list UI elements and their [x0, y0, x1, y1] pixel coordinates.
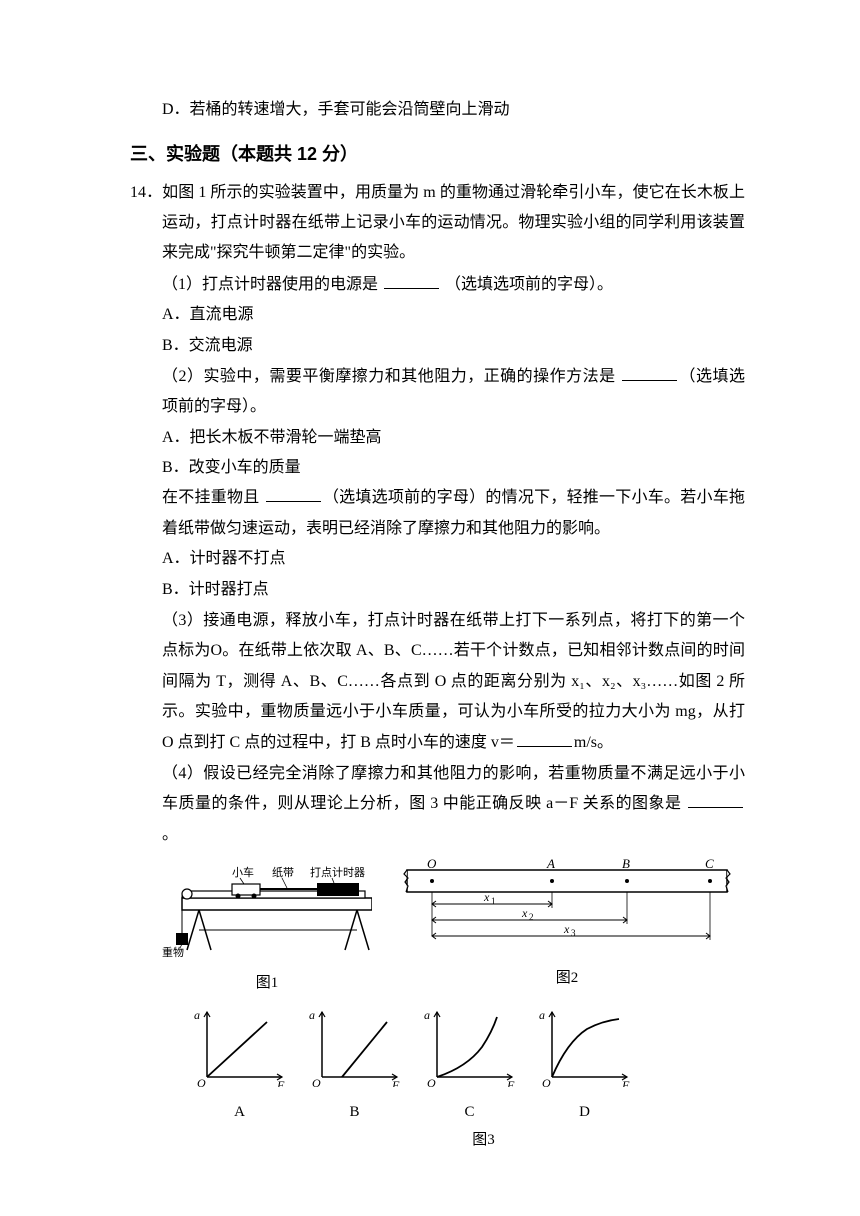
q14-p2-cont: 在不挂重物且 （选填选项前的字母）的情况下，轻推一下小车。若小车拖着纸带做匀速运…: [162, 483, 745, 544]
svg-text:纸带: 纸带: [272, 866, 294, 879]
fig2-label: 图2: [402, 964, 732, 993]
graph-b-label: B: [307, 1098, 402, 1127]
q14-p1-optb: B．交流电源: [162, 331, 745, 361]
section-3-header: 三、实验题（本题共 12 分）: [130, 137, 745, 171]
q13-option-d: D．若桶的转速增大，手套可能会沿筒壁向上滑动: [130, 95, 745, 125]
q14-p1-opta: A．直流电源: [162, 300, 745, 330]
fig1-label: 图1: [162, 969, 372, 998]
graph-a: O F a A: [192, 1007, 287, 1126]
q14-p2-opta2: A．计时器不打点: [162, 544, 745, 574]
svg-text:B: B: [622, 858, 630, 871]
figure-3-row: O F a A O F a B: [162, 1007, 745, 1126]
blank-3: [266, 486, 321, 502]
q14-p2-optb2: B．计时器打点: [162, 575, 745, 605]
figure-1: 小车 纸带 打点计时器 重物 图1: [162, 858, 372, 997]
q14-p4: （4）假设已经完全消除了摩擦力和其他阻力的影响，若重物质量不满足远小于小车质量的…: [162, 759, 745, 850]
graph-d-label: D: [537, 1098, 632, 1127]
svg-text:F: F: [276, 1078, 285, 1087]
svg-text:2: 2: [529, 912, 534, 922]
graph-d: O F a D: [537, 1007, 632, 1126]
blank-1: [384, 273, 439, 289]
q14-p1-a: （1）打点计时器使用的电源是: [162, 276, 382, 293]
q14-p2-a: （2）实验中，需要平衡摩擦力和其他阻力，正确的操作方法是: [162, 368, 620, 385]
svg-text:x: x: [521, 906, 528, 920]
q14-stem-text: 如图 1 所示的实验装置中，用质量为 m 的重物通过滑轮牵引小车，使它在长木板上…: [162, 184, 745, 262]
svg-text:打点计时器: 打点计时器: [310, 865, 365, 879]
q14-p1: （1）打点计时器使用的电源是 （选填选项前的字母）。: [162, 270, 745, 300]
blank-5: [688, 792, 743, 808]
svg-text:F: F: [621, 1078, 630, 1087]
svg-text:O: O: [197, 1076, 206, 1087]
figure-2: O A B C x 1 x 2: [402, 858, 732, 992]
svg-text:A: A: [546, 858, 555, 871]
q14-p4-b: 。: [162, 826, 178, 843]
graph-c-label: C: [422, 1098, 517, 1127]
q14-p3-a: （3）接通电源，释放小车，打点计时器在纸带上打下一系列点，将打下的第一个点标为O…: [162, 612, 745, 751]
svg-text:a: a: [539, 1008, 545, 1022]
svg-text:F: F: [391, 1078, 400, 1087]
svg-text:3: 3: [571, 928, 576, 938]
q14-p2-opta: A．把长木板不带滑轮一端垫高: [162, 423, 745, 453]
q14-p2-optb: B．改变小车的质量: [162, 453, 745, 483]
svg-text:小车: 小车: [232, 865, 254, 879]
svg-text:C: C: [705, 858, 714, 871]
blank-2: [622, 365, 677, 381]
svg-text:x: x: [563, 922, 570, 936]
q14-p4-a: （4）假设已经完全消除了摩擦力和其他阻力的影响，若重物质量不满足远小于小车质量的…: [162, 765, 745, 812]
svg-text:a: a: [309, 1008, 315, 1022]
q14-num: 14．: [130, 184, 162, 201]
svg-text:a: a: [194, 1008, 200, 1022]
q14-stem: 14．如图 1 所示的实验装置中，用质量为 m 的重物通过滑轮牵引小车，使它在长…: [130, 178, 745, 269]
figures-row-1-2: 小车 纸带 打点计时器 重物 图1 O A: [162, 858, 745, 997]
svg-text:F: F: [506, 1078, 515, 1087]
q14-p1-b: （选填选项前的字母）。: [441, 276, 613, 293]
blank-4: [517, 731, 572, 747]
graph-a-label: A: [192, 1098, 287, 1127]
q14-p2-c: 在不挂重物且: [162, 489, 264, 506]
svg-text:O: O: [312, 1076, 321, 1087]
svg-text:O: O: [542, 1076, 551, 1087]
graph-b: O F a B: [307, 1007, 402, 1126]
svg-text:a: a: [424, 1008, 430, 1022]
svg-text:O: O: [427, 1076, 436, 1087]
q14-p2: （2）实验中，需要平衡摩擦力和其他阻力，正确的操作方法是 （选填选项前的字母）。: [162, 362, 745, 423]
svg-text:x: x: [483, 890, 490, 904]
graph-c: O F a C: [422, 1007, 517, 1126]
fig3-label: 图3: [162, 1126, 745, 1155]
q14-p3: （3）接通电源，释放小车，打点计时器在纸带上打下一系列点，将打下的第一个点标为O…: [162, 606, 745, 758]
q14-p3-b: m/s。: [574, 734, 613, 751]
svg-text:O: O: [427, 858, 437, 871]
svg-text:1: 1: [491, 896, 496, 906]
